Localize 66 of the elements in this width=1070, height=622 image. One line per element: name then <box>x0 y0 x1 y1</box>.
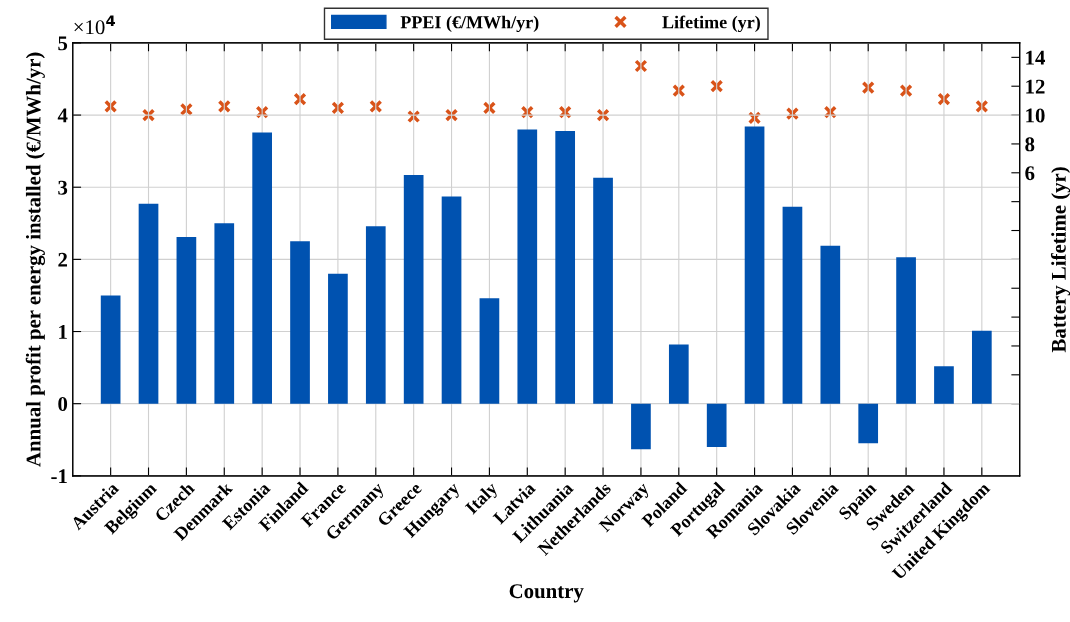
y-axis-title: Annual profit per energy installed (€/MWh/yr) <box>25 52 45 467</box>
legend-label: Lifetime (yr) <box>662 15 760 33</box>
point <box>975 99 989 114</box>
point <box>444 108 459 122</box>
bar <box>668 344 689 404</box>
y-tick-label: 0 <box>58 397 68 412</box>
bar <box>441 196 462 404</box>
bar <box>252 132 272 404</box>
point <box>407 109 421 124</box>
bar <box>100 295 121 404</box>
y2-tick-label: 12 <box>1026 79 1045 94</box>
bar <box>479 298 500 404</box>
point <box>369 99 383 114</box>
bar <box>820 245 841 404</box>
point <box>823 105 837 119</box>
bar <box>555 130 576 404</box>
bar <box>365 226 386 404</box>
point <box>179 102 193 116</box>
y2-tick-label: 10 <box>1026 108 1045 123</box>
bar <box>517 129 538 404</box>
y2-tick-label: 14 <box>1026 50 1046 65</box>
point <box>899 83 913 98</box>
point <box>520 105 534 119</box>
point <box>937 92 951 106</box>
point <box>558 105 572 119</box>
legend-label: PPEI (€/MWh/yr) <box>400 15 539 33</box>
bar <box>896 257 916 404</box>
point <box>634 59 648 73</box>
bar <box>971 330 992 404</box>
y-tick-label: 5 <box>58 36 68 51</box>
bar <box>858 403 879 444</box>
point <box>482 101 497 115</box>
bar <box>290 241 310 404</box>
point <box>861 81 875 95</box>
y2-axis-title: Battery Lifetime (yr) <box>1050 167 1070 353</box>
bar <box>138 203 159 404</box>
bar <box>631 403 651 450</box>
bar <box>214 223 235 404</box>
y2-tick-label: 6 <box>1025 166 1035 181</box>
text: ×10$^{4}$ <box>74 15 116 35</box>
bar <box>744 126 765 404</box>
y2-tick-label: 8 <box>1025 137 1035 152</box>
point <box>104 99 118 114</box>
bar <box>706 403 727 447</box>
y-tick-label: -1 <box>51 469 67 484</box>
point <box>710 79 724 93</box>
bar <box>176 237 197 404</box>
bar <box>403 174 424 404</box>
point <box>293 92 307 106</box>
y-tick-label: 3 <box>58 180 68 195</box>
point <box>785 107 800 121</box>
point <box>255 105 269 119</box>
point <box>141 108 156 122</box>
bar <box>934 366 954 404</box>
bar <box>328 273 348 404</box>
x-axis-title: Country <box>509 584 584 603</box>
y-tick-label: 1 <box>59 325 67 339</box>
point <box>672 83 686 98</box>
bar <box>593 177 613 404</box>
bar <box>782 206 803 404</box>
y-tick-label: 4 <box>57 108 68 123</box>
point <box>331 101 345 115</box>
point <box>747 111 762 125</box>
point <box>596 108 610 122</box>
point <box>217 99 231 114</box>
y-tick-label: 2 <box>58 252 67 267</box>
